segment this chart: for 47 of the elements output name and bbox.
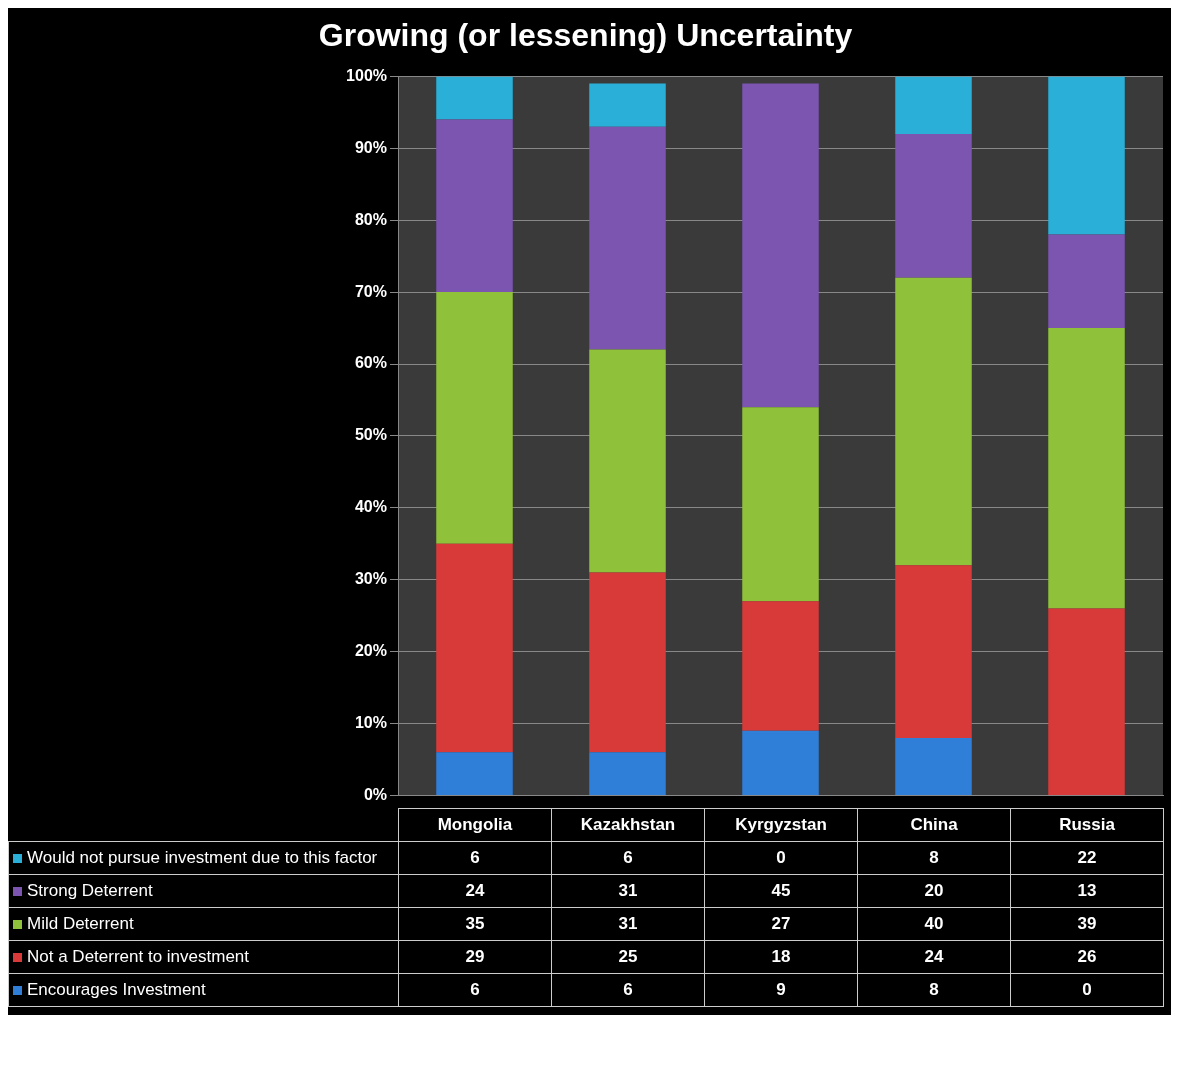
y-tick-label: 0%	[363, 785, 387, 803]
data-label: 20	[857, 874, 1011, 908]
legend-label: Not a Deterrent to investment	[27, 947, 250, 966]
legend-label: Encourages Investment	[27, 980, 206, 999]
data-label: 8	[857, 841, 1011, 875]
data-label: 13	[1010, 874, 1164, 908]
data-label: 31	[551, 907, 705, 941]
data-label: 22	[1010, 841, 1164, 875]
data-label: 39	[1010, 907, 1164, 941]
data-label: 27	[704, 907, 858, 941]
data-label: 0	[1010, 973, 1164, 1007]
data-label: 24	[398, 874, 552, 908]
y-tick-label: 20%	[354, 642, 387, 660]
y-tick-label: 40%	[354, 498, 387, 516]
x-tick-label: Mongolia	[398, 808, 552, 842]
data-label: 6	[398, 973, 552, 1007]
y-tick-label: 100%	[346, 66, 387, 84]
x-tick-label: Kazakhstan	[551, 808, 705, 842]
y-tick-label: 50%	[354, 426, 387, 444]
x-tick-label: Kyrgyzstan	[704, 808, 858, 842]
data-label: 18	[704, 940, 858, 974]
data-label: 29	[398, 940, 552, 974]
y-tick-label: 70%	[354, 282, 387, 300]
data-label: 6	[551, 973, 705, 1007]
data-label: 0	[704, 841, 858, 875]
y-tick-label: 60%	[354, 354, 387, 372]
y-tick-label: 80%	[354, 210, 387, 228]
data-label: 26	[1010, 940, 1164, 974]
data-label: 25	[551, 940, 705, 974]
data-label: 24	[857, 940, 1011, 974]
data-label: 35	[398, 907, 552, 941]
data-label: 9	[704, 973, 858, 1007]
x-tick-label: Russia	[1010, 808, 1164, 842]
legend-label: Mild Deterrent	[27, 914, 134, 933]
chart-title: Growing (or lessening) Uncertainty	[318, 17, 853, 54]
data-label: 45	[704, 874, 858, 908]
x-tick-label: China	[857, 808, 1011, 842]
legend-label: Strong Deterrent	[27, 881, 153, 900]
y-tick-label: 10%	[354, 713, 387, 731]
legend-label: Would not pursue investment due to this factor	[27, 848, 378, 867]
data-label: 6	[398, 841, 552, 875]
data-label: 31	[551, 874, 705, 908]
y-tick-label: 90%	[354, 138, 387, 156]
data-label: 40	[857, 907, 1011, 941]
data-label: 8	[857, 973, 1011, 1007]
y-tick-label: 30%	[354, 570, 387, 588]
data-label: 6	[551, 841, 705, 875]
